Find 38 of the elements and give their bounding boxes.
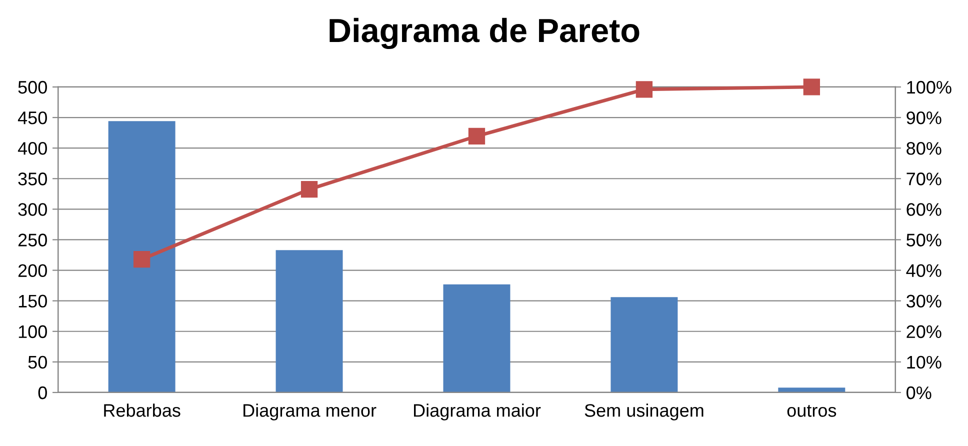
y2-tick-label: 30%: [906, 294, 942, 308]
y2-tick-label: 70%: [906, 172, 942, 186]
y-tick-label: 100: [18, 325, 47, 338]
x-tick-label: Rebarbas: [104, 404, 180, 417]
y-tick-label: 0: [38, 386, 47, 400]
point: [636, 81, 653, 98]
point: [468, 128, 486, 144]
x-tick-label: Sem usinagem: [584, 404, 704, 420]
y2-tick-label: 60%: [906, 203, 942, 216]
x-tick-label: Diagrama menor: [244, 404, 376, 420]
y2-tick-label: 50%: [906, 234, 942, 246]
y-tick-label: 300: [18, 203, 47, 216]
y-tick-label: 400: [18, 142, 47, 155]
y-tick-label: 50: [28, 356, 47, 369]
bar: [276, 250, 343, 392]
y2-tick-label: 90%: [906, 111, 942, 124]
point: [300, 180, 318, 198]
y2-tick-label: 20%: [906, 325, 942, 338]
y2-tick-label: 40%: [906, 264, 942, 277]
bar: [610, 297, 678, 392]
y2-tick-label: 80%: [906, 142, 942, 155]
y-tick-label: 350: [18, 172, 47, 186]
bar: [443, 284, 510, 392]
y-tick-label: 250: [18, 234, 47, 246]
y2-tick-label: 10%: [907, 356, 942, 369]
x-tick-label: outros: [787, 405, 836, 417]
point: [803, 78, 820, 96]
y2-tick-label: 0%: [906, 386, 932, 400]
x-tick-label: Diagrama maior: [414, 404, 541, 420]
point: [133, 250, 150, 268]
y-tick-label: 150: [18, 294, 47, 308]
y-tick-label: 200: [18, 264, 47, 277]
y2-tick-label: 100%: [907, 80, 952, 94]
chart-title: Diagrama de Pareto: [330, 18, 640, 50]
y-tick-label: 450: [18, 111, 47, 124]
bar: [108, 121, 176, 392]
bar: [778, 388, 846, 392]
y-tick-label: 500: [18, 80, 47, 94]
